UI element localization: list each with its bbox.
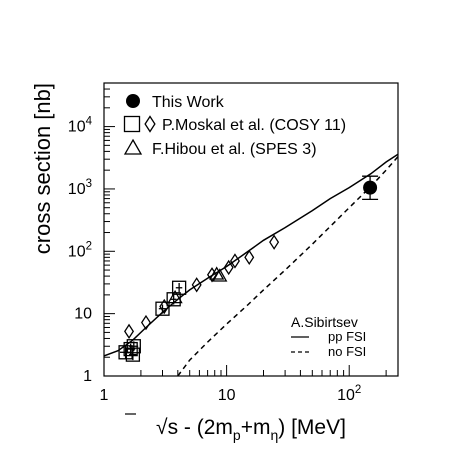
theory-legend-label: no FSI: [328, 344, 366, 359]
data-point-diamond: [124, 323, 135, 340]
marker-triangle: [167, 289, 183, 304]
data-point-square: [125, 347, 141, 362]
marker-diamond: [206, 267, 217, 283]
legend: This Work P.Moskal et al. (COSY 11) F.Hibo…: [123, 94, 346, 158]
y-tick-label-exponent: 4: [86, 116, 93, 128]
x-axis-label-p: p: [233, 427, 241, 443]
data-point-diamond: [159, 298, 170, 315]
marker-square: [125, 347, 141, 362]
data-point-diamond: [140, 314, 151, 331]
x-axis-label-s: s - (2m: [168, 416, 233, 439]
theory-legend-label: pp FSI: [328, 329, 366, 344]
x-tick-label: 102: [337, 384, 361, 404]
x-axis-label-sqrt: √: [156, 416, 168, 439]
marker-diamond: [223, 259, 234, 276]
legend-diamond-icon: [144, 115, 156, 133]
marker-square: [126, 339, 141, 354]
data-point-triangle: [212, 268, 228, 282]
data-point-diamond: [269, 234, 280, 250]
x-tick-label: 10: [218, 387, 236, 404]
legend-entry: F.Hibou et al. (SPES 3): [123, 138, 317, 158]
y-tick-label: 103: [68, 178, 92, 198]
data-point-triangle: [209, 266, 225, 280]
data-point-circle: [362, 175, 379, 201]
y-tick-label-exponent: 2: [86, 240, 92, 252]
y-tick-label: 104: [68, 116, 93, 136]
y-tick-label-base: 1: [83, 368, 92, 385]
legend-entry: This Work: [126, 94, 225, 111]
data-point-diamond: [223, 259, 234, 276]
legend-triangle-icon: [123, 138, 143, 155]
marker-circle: [363, 180, 378, 195]
legend-label: P.Moskal et al. (COSY 11): [162, 117, 346, 134]
marker-triangle: [212, 268, 228, 282]
x-tick-label: 1: [100, 387, 109, 404]
marker-square: [171, 280, 187, 295]
data-point-diamond: [244, 249, 255, 266]
x-axis-label-units: [MeV]: [285, 416, 346, 439]
legend-circle-icon: [126, 94, 140, 108]
x-tick-label-base: 10: [337, 387, 355, 404]
data-points: [118, 175, 379, 362]
marker-square: [123, 341, 138, 357]
marker-diamond: [140, 314, 151, 331]
x-tick-label-base: 10: [218, 387, 236, 404]
theory-legend-entry: pp FSI: [291, 329, 366, 344]
data-point-square: [171, 280, 187, 295]
legend-entry: P.Moskal et al. (COSY 11): [123, 115, 346, 134]
x-axis-label-close: ): [278, 416, 285, 439]
data-point-diamond: [206, 267, 217, 283]
plot-frame: [103, 82, 399, 377]
marker-diamond: [244, 249, 255, 266]
legend-label: F.Hibou et al. (SPES 3): [152, 141, 317, 158]
legend-square-icon: [123, 115, 141, 133]
marker-triangle: [209, 266, 225, 280]
y-tick-label: 1: [83, 368, 92, 385]
y-tick-label-base: 10: [68, 181, 86, 198]
y-tick-label-base: 10: [68, 243, 86, 260]
data-point-triangle: [167, 289, 183, 304]
marker-diamond: [159, 298, 170, 315]
y-tick-label: 10: [74, 306, 92, 323]
marker-diamond: [229, 253, 240, 269]
marker-diamond: [191, 277, 202, 293]
marker-diamond: [269, 234, 280, 250]
y-axis-label: cross section [nb]: [30, 83, 55, 254]
x-axis-label-plus: +m: [241, 416, 271, 439]
marker-diamond: [124, 323, 135, 340]
x-axis-label-eta: η: [270, 427, 278, 443]
data-point-square: [126, 339, 141, 354]
y-tick-label-base: 10: [68, 119, 86, 136]
theory-legend-author: A.Sibirtsev: [291, 314, 358, 330]
data-point-diamond: [191, 277, 202, 293]
legend-label: This Work: [152, 94, 225, 111]
x-tick-label-exponent: 2: [355, 384, 361, 396]
y-tick-label-base: 10: [74, 306, 92, 323]
data-point-diamond: [229, 253, 240, 269]
theory-legend-entry: no FSI: [291, 344, 366, 359]
y-tick-label: 102: [68, 240, 92, 260]
x-tick-label-base: 1: [100, 387, 109, 404]
y-tick-label-exponent: 3: [86, 178, 92, 190]
x-axis-label: √s - (2mp+mη) [MeV]: [156, 416, 346, 443]
